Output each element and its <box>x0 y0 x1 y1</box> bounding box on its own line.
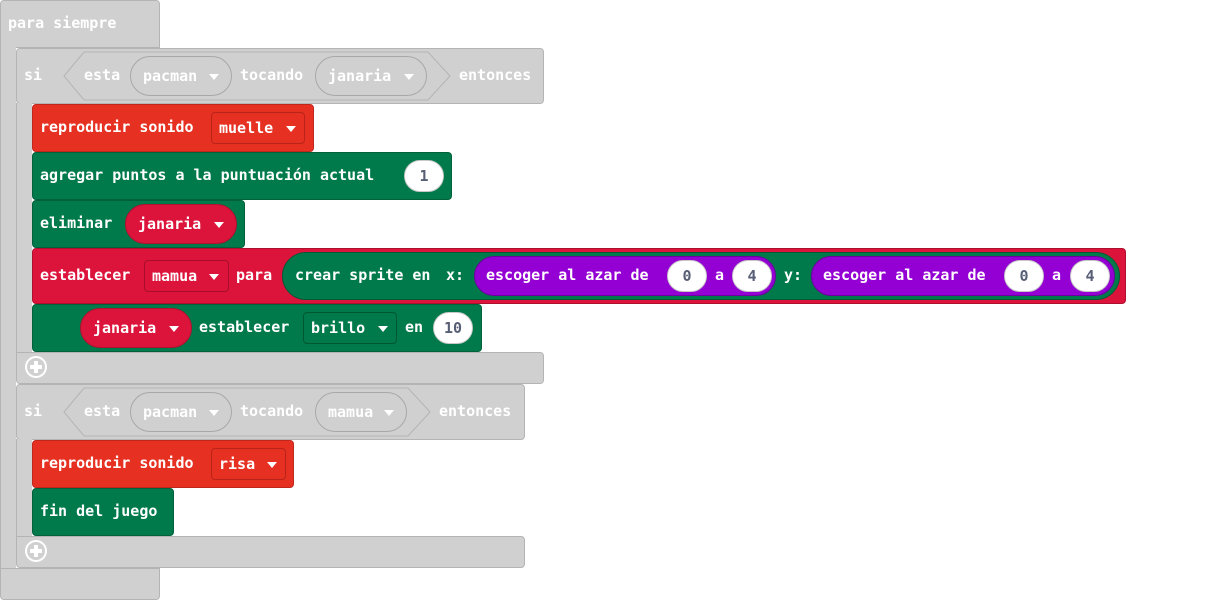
change-score-block[interactable] <box>32 152 452 200</box>
para-label: para <box>236 266 273 284</box>
sound-dropdown[interactable]: muelle <box>211 112 305 144</box>
game-over-label: fin del juego <box>40 502 158 520</box>
random-x-label: escoger al azar de <box>486 266 649 284</box>
random-x-min-input[interactable]: 0 <box>667 260 707 292</box>
variable-dropdown[interactable]: mamua <box>144 260 229 292</box>
chevron-down-icon <box>404 74 414 80</box>
random-y-label: escoger al azar de <box>823 266 986 284</box>
if2-bottom[interactable] <box>16 536 525 568</box>
if1-si-label: si <box>24 66 43 84</box>
chevron-down-icon <box>384 410 394 416</box>
random-y-max-input[interactable]: 4 <box>1070 260 1110 292</box>
play-sound-label-2: reproducir sonido <box>40 454 194 472</box>
chevron-down-icon <box>378 326 388 332</box>
destroy-label: eliminar <box>40 214 113 232</box>
if2-sprite-dropdown[interactable]: pacman <box>130 392 232 432</box>
random-x-reporter[interactable] <box>474 256 776 296</box>
forever-label: para siempre <box>8 14 117 32</box>
change-score-label: agregar puntos a la puntuación actual <box>40 166 375 184</box>
if2-target-dropdown[interactable]: mamua <box>315 392 407 432</box>
if1-entonces-label: entonces <box>459 66 532 84</box>
property-dropdown[interactable]: brillo <box>303 312 397 344</box>
if1-bottom[interactable] <box>16 352 544 384</box>
set-label: establecer <box>40 266 131 284</box>
sound-dropdown-2[interactable]: risa <box>211 448 286 480</box>
if1-tocando-label: tocando <box>240 66 304 84</box>
if2-arm <box>16 439 32 537</box>
if1-arm <box>16 103 32 353</box>
en-label: en <box>405 318 424 336</box>
forever-bottom[interactable] <box>0 568 160 600</box>
destroy-sprite-dropdown[interactable]: janaria <box>125 204 237 244</box>
set-property-label: establecer <box>199 318 290 336</box>
chevron-down-icon <box>209 74 219 80</box>
chevron-down-icon <box>209 274 219 280</box>
if1-target-dropdown[interactable]: janaria <box>315 56 427 96</box>
chevron-down-icon <box>286 126 296 132</box>
if1-esta-label: esta <box>84 66 121 84</box>
random-y-a-label: a <box>1052 266 1062 284</box>
chevron-down-icon <box>214 222 224 228</box>
forever-arm <box>0 46 16 570</box>
play-sound-label: reproducir sonido <box>40 118 194 136</box>
random-y-reporter[interactable] <box>811 256 1115 296</box>
property-sprite-dropdown[interactable]: janaria <box>80 308 192 348</box>
forever-block[interactable] <box>0 0 160 48</box>
if2-esta-label: esta <box>84 402 121 420</box>
random-y-min-input[interactable]: 0 <box>1004 260 1044 292</box>
property-value-input[interactable]: 10 <box>433 312 473 344</box>
if2-entonces-label: entonces <box>439 402 512 420</box>
x-label: x: <box>446 266 465 284</box>
random-x-a-label: a <box>715 266 725 284</box>
chevron-down-icon <box>267 462 277 468</box>
if2-si-label: si <box>24 402 43 420</box>
y-label: y: <box>784 266 803 284</box>
game-over-block[interactable] <box>32 488 174 536</box>
if1-sprite-dropdown[interactable]: pacman <box>130 56 232 96</box>
score-value-input[interactable]: 1 <box>404 160 444 192</box>
create-sprite-label: crear sprite en <box>295 266 431 284</box>
chevron-down-icon <box>209 410 219 416</box>
chevron-down-icon <box>169 326 179 332</box>
random-x-max-input[interactable]: 4 <box>732 260 772 292</box>
if2-tocando-label: tocando <box>240 402 304 420</box>
